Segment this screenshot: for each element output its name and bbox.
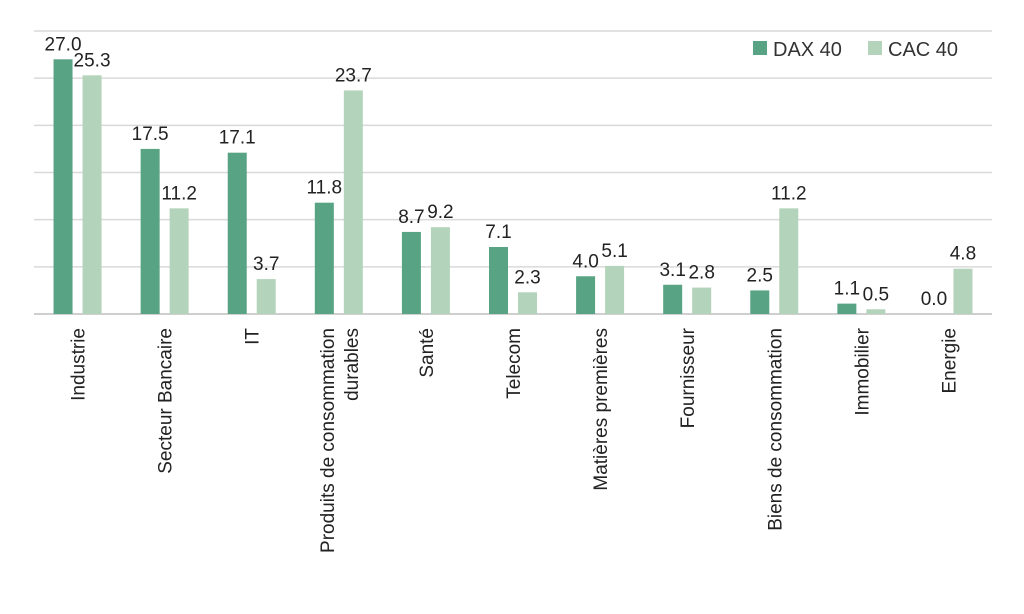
- data-label-cac-4: 9.2: [427, 202, 453, 223]
- bar-dax-1: [140, 148, 160, 314]
- bar-cac-4: [430, 227, 450, 314]
- data-label-dax-10: 0.0: [921, 289, 947, 310]
- legend-label-cac-40: CAC 40: [888, 39, 958, 61]
- bar-cac-7: [692, 287, 712, 314]
- category-label-5: Telecom: [504, 328, 525, 399]
- bar-dax-3: [314, 202, 334, 314]
- bar-cac-8: [779, 208, 799, 314]
- data-label-cac-6: 5.1: [601, 241, 627, 262]
- data-label-cac-1: 11.2: [161, 183, 197, 204]
- legend-swatch-cac-40: [868, 41, 882, 55]
- legend: DAX 40 CAC 40: [753, 39, 958, 61]
- gridlines: [34, 30, 992, 315]
- category-label-0: Industrie: [69, 328, 90, 401]
- bar-dax-0: [53, 59, 73, 314]
- category-label-10: Energie: [939, 328, 960, 394]
- bar-dax-7: [663, 284, 683, 314]
- data-label-cac-9: 0.5: [863, 284, 889, 305]
- data-label-dax-5: 7.1: [485, 222, 511, 243]
- bar-cac-10: [953, 268, 973, 314]
- category-label-4: Santé: [417, 328, 438, 378]
- data-label-dax-2: 17.1: [219, 128, 256, 149]
- category-label-8: Biens de consommation: [765, 328, 786, 531]
- category-label-2: IT: [243, 328, 264, 345]
- bar-cac-1: [169, 208, 189, 314]
- data-label-dax-7: 3.1: [659, 260, 685, 281]
- data-label-dax-0: 27.0: [45, 34, 82, 55]
- category-labels: Industrie Secteur Bancaire IT Produits de c…: [69, 327, 961, 553]
- bar-dax-6: [576, 276, 596, 314]
- legend-label-dax-40: DAX 40: [773, 39, 842, 61]
- data-label-cac-7: 2.8: [688, 263, 714, 284]
- category-label-6: Matières premières: [591, 328, 612, 491]
- bar-cac-9: [866, 309, 886, 314]
- data-label-cac-10: 4.8: [950, 244, 976, 265]
- bar-dax-5: [489, 247, 508, 314]
- category-label-9: Immobilier: [852, 327, 873, 415]
- bar-cac-3: [343, 90, 363, 315]
- bar-dax-9: [837, 303, 857, 314]
- data-label-dax-6: 4.0: [572, 251, 598, 272]
- legend-swatch-dax-40: [753, 41, 767, 55]
- bar-dax-4: [401, 231, 421, 314]
- category-label-1: Secteur Bancaire: [156, 328, 177, 474]
- data-label-cac-3: 23.7: [335, 65, 372, 86]
- category-label-7: Fournisseur: [678, 327, 699, 428]
- category-label-3-line-0: Produits de consommation: [318, 328, 339, 553]
- data-label-dax-1: 17.5: [132, 124, 169, 145]
- data-label-dax-4: 8.7: [398, 207, 424, 228]
- category-label-3-line-1: durables: [342, 328, 363, 401]
- bar-cac-5: [518, 292, 537, 314]
- bar-dax-8: [750, 290, 770, 314]
- data-label-cac-5: 2.3: [514, 267, 540, 288]
- data-label-cac-2: 3.7: [253, 254, 279, 275]
- bar-cac-6: [605, 265, 625, 314]
- data-labels: 27.025.3 17.5 11.2 17.1 3.7 11.8 23.7 8.7 9.2 7.1…: [45, 34, 977, 310]
- bar-cac-0: [82, 75, 102, 314]
- data-label-cac-8: 11.2: [771, 183, 807, 204]
- data-label-dax-8: 2.5: [747, 265, 773, 286]
- bars: [53, 59, 973, 315]
- bar-dax-2: [227, 152, 247, 314]
- bar-cac-2: [256, 279, 276, 314]
- data-label-cac-0: 25.3: [74, 50, 111, 71]
- data-label-dax-3: 11.8: [307, 178, 343, 199]
- data-label-dax-9: 1.1: [834, 279, 860, 300]
